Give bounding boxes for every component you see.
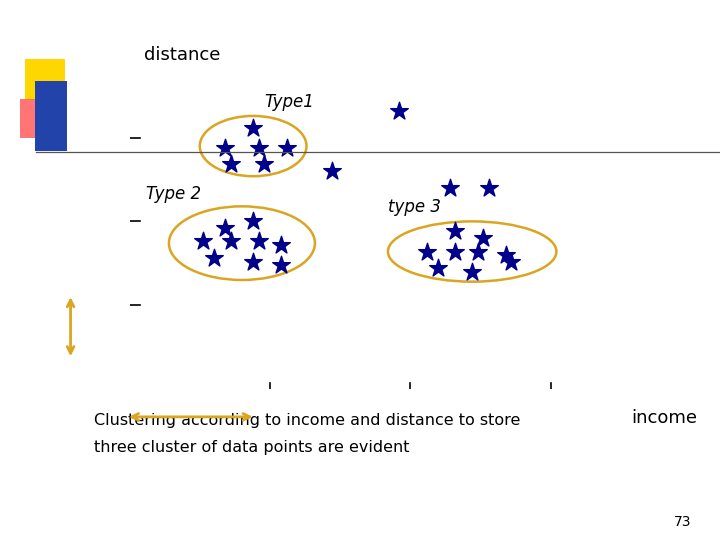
Point <box>449 247 461 256</box>
Text: distance: distance <box>144 46 220 64</box>
Text: income: income <box>631 409 697 427</box>
Point <box>248 123 259 132</box>
Point <box>197 237 208 246</box>
Text: Type 2: Type 2 <box>146 185 202 203</box>
Point <box>225 160 236 169</box>
Point <box>258 160 270 169</box>
Point <box>276 240 287 249</box>
Point <box>472 247 484 256</box>
Text: 73: 73 <box>674 515 691 529</box>
Point <box>467 267 478 276</box>
Point <box>449 227 461 236</box>
Point <box>477 234 489 242</box>
Text: type 3: type 3 <box>388 198 441 217</box>
Point <box>276 261 287 269</box>
Point <box>248 257 259 266</box>
Point <box>220 224 231 232</box>
Text: Clustering according to income and distance to store: Clustering according to income and dista… <box>94 413 520 428</box>
Point <box>220 144 231 152</box>
Point <box>393 106 405 115</box>
Point <box>421 247 433 256</box>
Point <box>281 144 292 152</box>
Text: three cluster of data points are evident: three cluster of data points are evident <box>94 440 409 455</box>
Point <box>433 264 444 273</box>
Point <box>253 144 264 152</box>
Point <box>444 184 456 192</box>
Point <box>248 217 259 226</box>
Point <box>253 237 264 246</box>
Point <box>483 184 495 192</box>
Point <box>225 237 236 246</box>
Text: Type1: Type1 <box>264 93 314 111</box>
Point <box>500 251 512 259</box>
Point <box>505 257 517 266</box>
Point <box>208 254 220 262</box>
Point <box>326 167 338 176</box>
